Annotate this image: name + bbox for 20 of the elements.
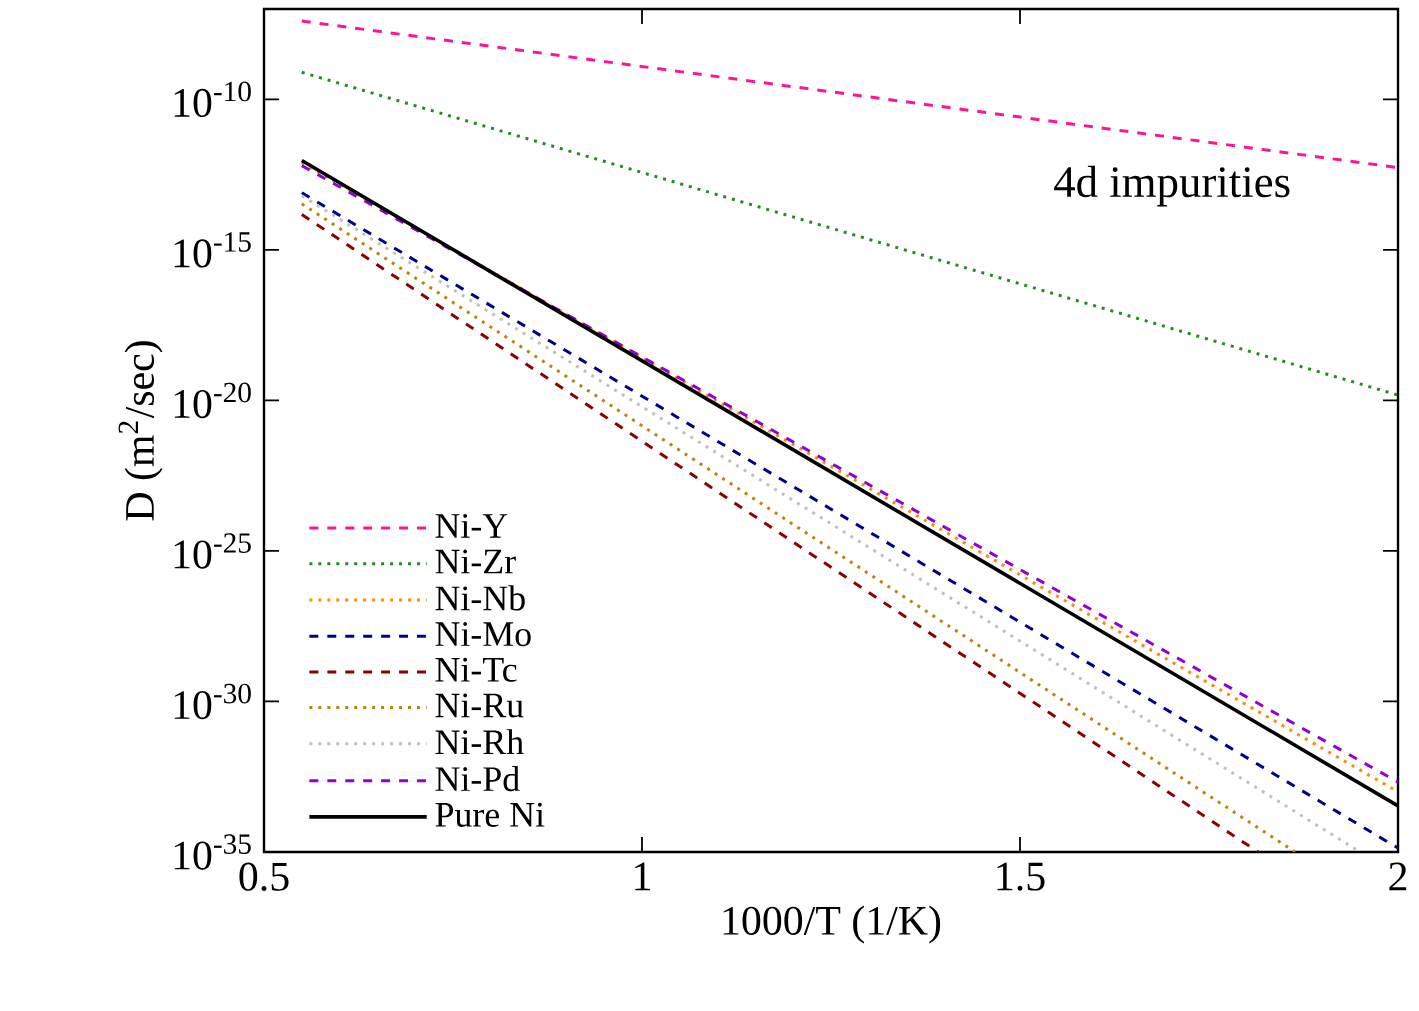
y-tick-label: 10$^{-25}$ [174,533,251,569]
legend-label: Ni-Rh [435,729,524,755]
legend-label: Ni-Tc [435,657,517,682]
y-tick-label: 10$^{-30}$ [174,683,251,720]
legend-label: Ni-Zr [435,549,516,574]
x-tick-label: 1 [635,862,650,891]
legend-label: Ni-Y [435,513,508,538]
y-tick-label: 10$^{-10}$ [174,81,251,118]
x-axis-title: 1000/T (1/K) [723,905,941,944]
y-tick-label: 10$^{-15}$ [174,232,251,268]
legend-label: Ni-Nb [435,585,525,611]
y-axis-title: D (m$^{2}$/sec) [118,341,163,521]
y-tick-label: 10$^{-20}$ [174,382,251,419]
legend-label: Ni-Mo [435,622,531,647]
legend-label: Pure Ni [435,802,545,827]
legend-label: Ni-Pd [435,765,520,792]
x-tick-label: 1.5 [997,862,1045,891]
legend-label: Ni-Ru [435,693,524,718]
x-tick-label: 2 [1389,862,1407,891]
annotation: 4d impurities [1054,165,1290,207]
